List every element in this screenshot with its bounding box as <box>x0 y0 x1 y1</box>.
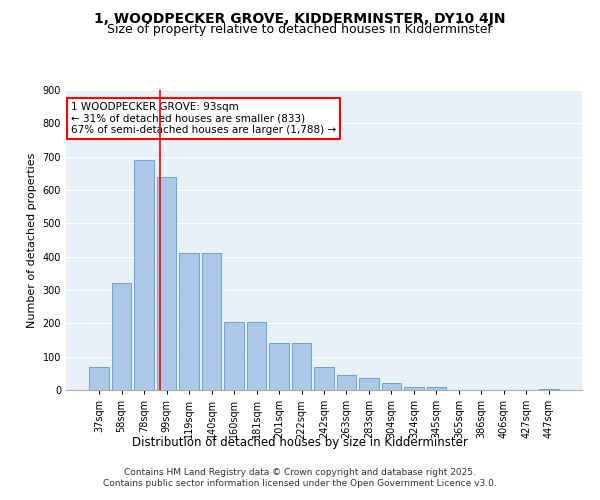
Bar <box>89 366 109 390</box>
Bar <box>337 375 356 390</box>
Bar <box>112 284 131 390</box>
Bar <box>382 384 401 390</box>
Bar <box>179 254 199 390</box>
Bar <box>202 254 221 390</box>
Bar <box>427 388 446 390</box>
Text: 1, WOODPECKER GROVE, KIDDERMINSTER, DY10 4JN: 1, WOODPECKER GROVE, KIDDERMINSTER, DY10… <box>94 12 506 26</box>
Bar <box>224 322 244 390</box>
Bar <box>359 378 379 390</box>
Bar <box>404 386 424 390</box>
Bar <box>157 176 176 390</box>
Bar <box>247 322 266 390</box>
Text: 1 WOODPECKER GROVE: 93sqm
← 31% of detached houses are smaller (833)
67% of semi: 1 WOODPECKER GROVE: 93sqm ← 31% of detac… <box>71 102 336 135</box>
Y-axis label: Number of detached properties: Number of detached properties <box>27 152 37 328</box>
Bar <box>134 160 154 390</box>
Bar <box>314 366 334 390</box>
Bar <box>269 344 289 390</box>
Text: Size of property relative to detached houses in Kidderminster: Size of property relative to detached ho… <box>107 22 493 36</box>
Text: Contains HM Land Registry data © Crown copyright and database right 2025.
Contai: Contains HM Land Registry data © Crown c… <box>103 468 497 487</box>
Text: Distribution of detached houses by size in Kidderminster: Distribution of detached houses by size … <box>132 436 468 449</box>
Bar <box>292 344 311 390</box>
